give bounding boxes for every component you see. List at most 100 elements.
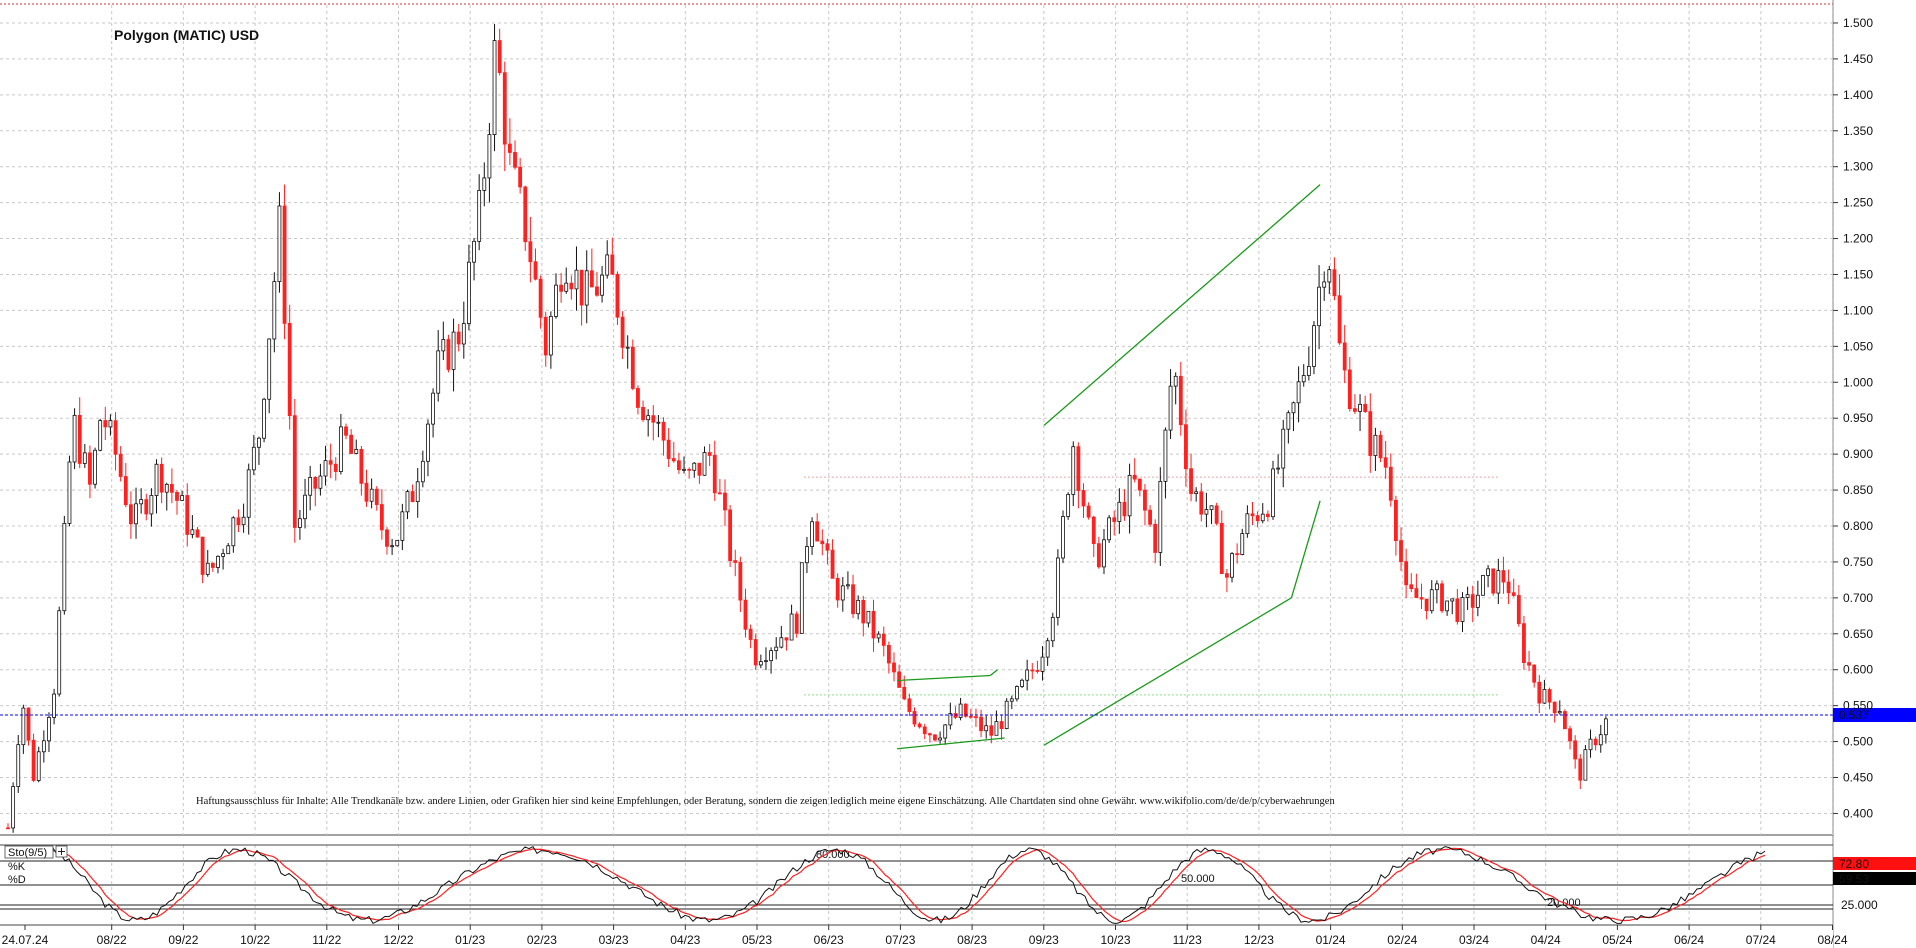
x-axis-band xyxy=(0,925,1833,948)
candle-body xyxy=(1306,365,1311,376)
x-tick-label: 05/23 xyxy=(742,933,772,947)
candle-body xyxy=(994,721,999,736)
candle-body xyxy=(236,517,241,526)
y-tick-label: 1.500 xyxy=(1843,16,1873,30)
x-tick-label: 12/23 xyxy=(1244,933,1274,947)
candle-body xyxy=(349,434,354,454)
candle-body xyxy=(1194,491,1199,494)
candle-body xyxy=(497,40,502,74)
grid xyxy=(0,0,1834,948)
candle-body xyxy=(492,40,497,135)
candle-body xyxy=(886,644,891,664)
stochastic-d-value-box xyxy=(1833,872,1916,885)
candle-body xyxy=(354,448,359,454)
candle-body xyxy=(974,716,978,719)
candle-body xyxy=(1347,369,1352,410)
candle-body xyxy=(1219,522,1224,575)
candle-body xyxy=(728,509,733,561)
candle-body xyxy=(41,740,46,753)
y-tick-label: 1.100 xyxy=(1843,303,1873,317)
candle-body xyxy=(830,549,835,579)
stochastic-label-box xyxy=(4,845,54,859)
candle-body xyxy=(31,739,36,781)
candle-body xyxy=(323,460,328,477)
candle-body xyxy=(472,240,476,263)
candle-body xyxy=(313,476,318,489)
candle-body xyxy=(1132,474,1137,480)
candle-body xyxy=(1481,575,1485,596)
candle-body xyxy=(379,504,384,531)
candle-body xyxy=(1312,325,1316,367)
candle-body xyxy=(344,426,348,436)
x-tick-label: 03/24 xyxy=(1459,933,1489,947)
candle-body xyxy=(1342,342,1347,371)
candle-body xyxy=(1434,583,1439,591)
stochastic-k-line xyxy=(44,845,1766,925)
candle-body xyxy=(1388,466,1393,501)
candle-body xyxy=(1276,467,1281,470)
candle-body xyxy=(446,339,451,370)
candle-body xyxy=(897,671,902,688)
x-tick-label: 07/23 xyxy=(885,933,915,947)
candle-body xyxy=(72,414,77,463)
candle-body xyxy=(610,254,615,275)
candle-body xyxy=(1168,385,1173,431)
y-tick-label: 0.700 xyxy=(1843,591,1873,605)
candle-body xyxy=(1598,734,1603,746)
candle-body xyxy=(779,637,784,648)
x-tick-label: 07/24 xyxy=(1746,933,1776,947)
candle-body xyxy=(784,637,789,641)
trend-line xyxy=(1290,500,1321,599)
x-tick-label: 08/23 xyxy=(957,933,987,947)
candle-body xyxy=(1363,403,1368,413)
y-tick-label: 0.650 xyxy=(1843,627,1873,641)
candle-body xyxy=(738,562,743,601)
candle-body xyxy=(1240,533,1245,555)
candle-body xyxy=(267,338,272,400)
candle-body xyxy=(1506,581,1511,594)
candle-body xyxy=(584,270,589,306)
y-tick-label: 0.900 xyxy=(1843,447,1873,461)
candle-body xyxy=(16,744,21,787)
x-axis: 24.07.24 08/22 09/22 10/22 11/22 12/22 01/23 02… xyxy=(0,924,1848,948)
candle-body xyxy=(1235,553,1240,556)
candle-body xyxy=(1265,513,1270,518)
candle-body xyxy=(1301,375,1306,383)
x-tick-label: 02/24 xyxy=(1387,933,1417,947)
candle-body xyxy=(538,278,543,318)
candles xyxy=(6,24,1608,833)
last-price-label: 0.537 xyxy=(1839,708,1869,722)
candle-body xyxy=(548,315,553,356)
candle-body xyxy=(436,350,441,394)
candle-body xyxy=(871,610,876,639)
candle-body xyxy=(1593,738,1598,746)
candle-body xyxy=(410,491,415,503)
candle-body xyxy=(866,610,871,624)
x-tick-label: 09/23 xyxy=(1029,933,1059,947)
candle-body xyxy=(395,539,400,547)
candle-body xyxy=(702,452,707,476)
candle-body xyxy=(656,421,661,424)
candle-body xyxy=(1475,594,1480,608)
candle-body xyxy=(98,420,103,451)
candle-body xyxy=(287,323,292,417)
candle-body xyxy=(1470,594,1475,608)
candle-body xyxy=(113,420,118,455)
candle-body xyxy=(308,476,313,496)
candle-body xyxy=(1399,540,1403,563)
candle-body xyxy=(1127,474,1132,517)
candle-body xyxy=(123,476,128,506)
candle-body xyxy=(907,698,912,712)
candle-body xyxy=(21,707,26,746)
candle-body xyxy=(1327,269,1332,283)
candle-body xyxy=(1045,640,1050,658)
candle-body xyxy=(1163,429,1168,482)
y-tick-label: 1.300 xyxy=(1843,160,1873,174)
candle-body xyxy=(369,488,374,502)
candle-body xyxy=(1143,489,1147,511)
candle-body xyxy=(707,452,712,456)
candle-body xyxy=(226,545,231,555)
candle-body xyxy=(185,495,190,535)
y-tick-label: 1.050 xyxy=(1843,339,1873,353)
candle-body xyxy=(805,546,809,564)
